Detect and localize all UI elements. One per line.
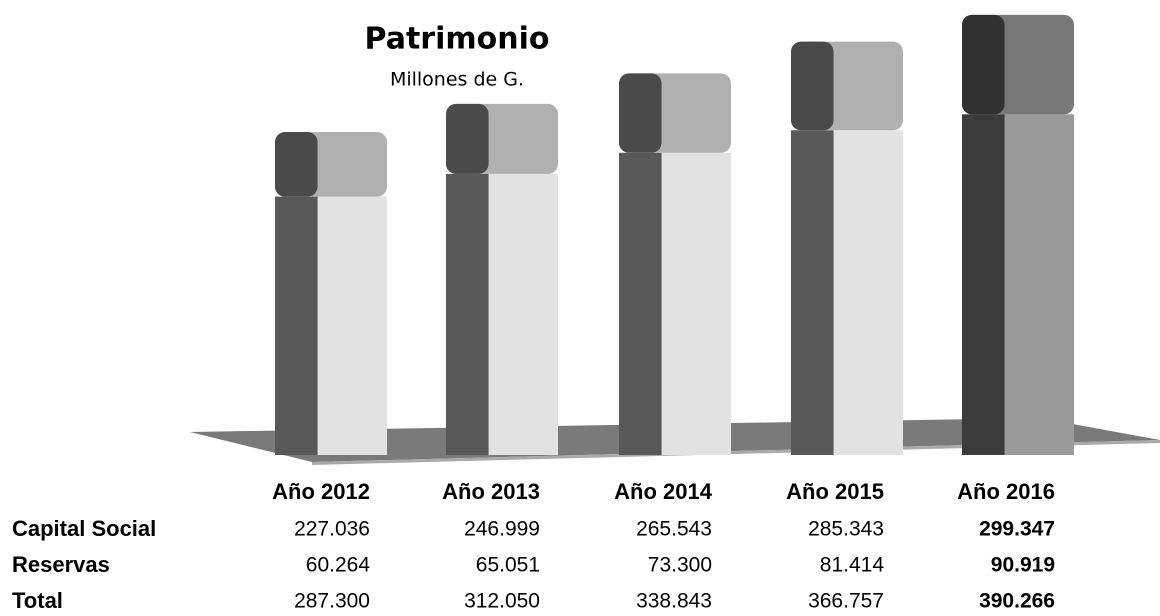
column-header: Año 2016 (957, 479, 1055, 504)
bar-side (791, 41, 834, 131)
table-cell: 287.300 (294, 590, 370, 613)
bar-side (791, 130, 834, 455)
bar-stack (962, 14, 1074, 456)
table-cell: 312.050 (464, 590, 540, 613)
bar-side (275, 132, 318, 197)
table-cell: 81.414 (820, 554, 885, 577)
table-cell: 73.300 (648, 554, 712, 577)
table-cell: 285.343 (808, 518, 884, 541)
bar-stack (275, 132, 387, 455)
table-cell: 227.036 (294, 518, 370, 541)
table-cell: 90.919 (991, 554, 1055, 577)
bar-side (446, 173, 489, 455)
table-cell: 338.843 (636, 590, 712, 613)
row-label: Total (12, 588, 63, 613)
table-cell: 65.051 (476, 554, 540, 577)
table-cell: 265.543 (636, 518, 712, 541)
bar-side (619, 73, 662, 153)
column-header: Año 2013 (442, 479, 540, 504)
floor-edge (312, 440, 1160, 465)
bar-stack (446, 103, 558, 455)
table-cell: 60.264 (306, 554, 371, 577)
bar-stack (791, 41, 903, 455)
column-header: Año 2014 (614, 479, 713, 504)
column-header: Año 2012 (272, 479, 370, 504)
bar-side (619, 152, 662, 455)
row-label: Capital Social (12, 516, 156, 541)
chart-title: Patrimonio (365, 22, 550, 57)
bar-side (962, 114, 1005, 456)
table-cell: 299.347 (979, 518, 1055, 541)
bar-side (446, 103, 489, 174)
column-header: Año 2015 (786, 479, 884, 504)
bar-stack (619, 73, 731, 455)
table-cell: 366.757 (808, 590, 884, 613)
bar-side (962, 14, 1005, 115)
table-cell: 390.266 (979, 590, 1055, 613)
row-label: Reservas (12, 552, 110, 577)
table-cell: 246.999 (464, 518, 540, 541)
chart-subtitle: Millones de G. (390, 69, 524, 91)
bar-side (275, 196, 318, 455)
